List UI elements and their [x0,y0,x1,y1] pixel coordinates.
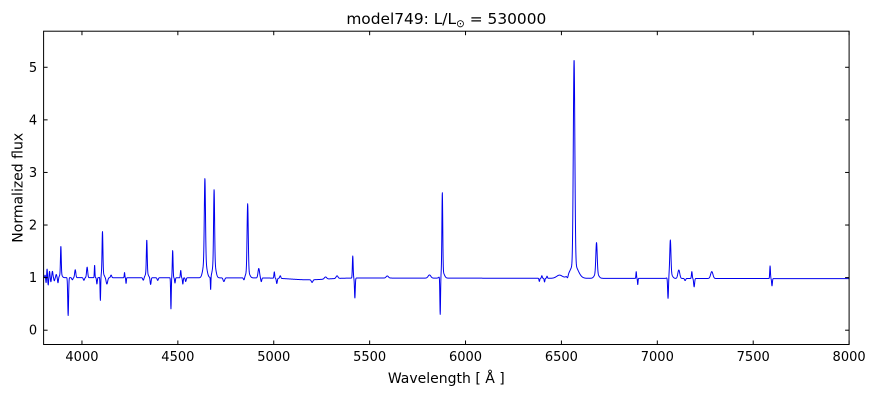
x-tick-label: 6500 [545,350,578,365]
x-tick-label: 6000 [449,350,482,365]
sun-symbol: ⊙ [456,18,465,30]
x-tick-label: 4500 [161,350,194,365]
spectrum-line [43,60,850,317]
y-tick-label: 4 [29,113,37,128]
axis-tick-labels: 4000 4500 5000 5500 6000 6500 7000 7500 8000 0 1 2 3… [29,61,866,365]
x-tick-label: 7000 [641,350,674,365]
axes-frame [43,30,850,345]
y-tick-label: 2 [29,219,37,234]
plot-title-suffix: = 530000 [465,10,546,28]
plot-title: model749: L/L⊙ = 530000 [346,10,546,30]
axis-ticks [43,31,850,345]
x-tick-label: 5500 [353,350,386,365]
y-tick-label: 5 [29,61,37,76]
plot-title-prefix: model749: L/L [346,10,456,28]
x-tick-label: 7500 [737,350,770,365]
y-axis-label: Normalized flux [11,133,27,243]
x-tick-label: 4000 [65,350,98,365]
x-axis-label: Wavelength [ Å ] [388,370,505,387]
axes-background [43,31,850,345]
y-tick-label: 1 [29,271,37,286]
x-tick-label: 8000 [833,350,866,365]
y-tick-label: 0 [29,324,37,339]
x-tick-label: 5000 [257,350,290,365]
y-tick-label: 3 [29,166,37,181]
